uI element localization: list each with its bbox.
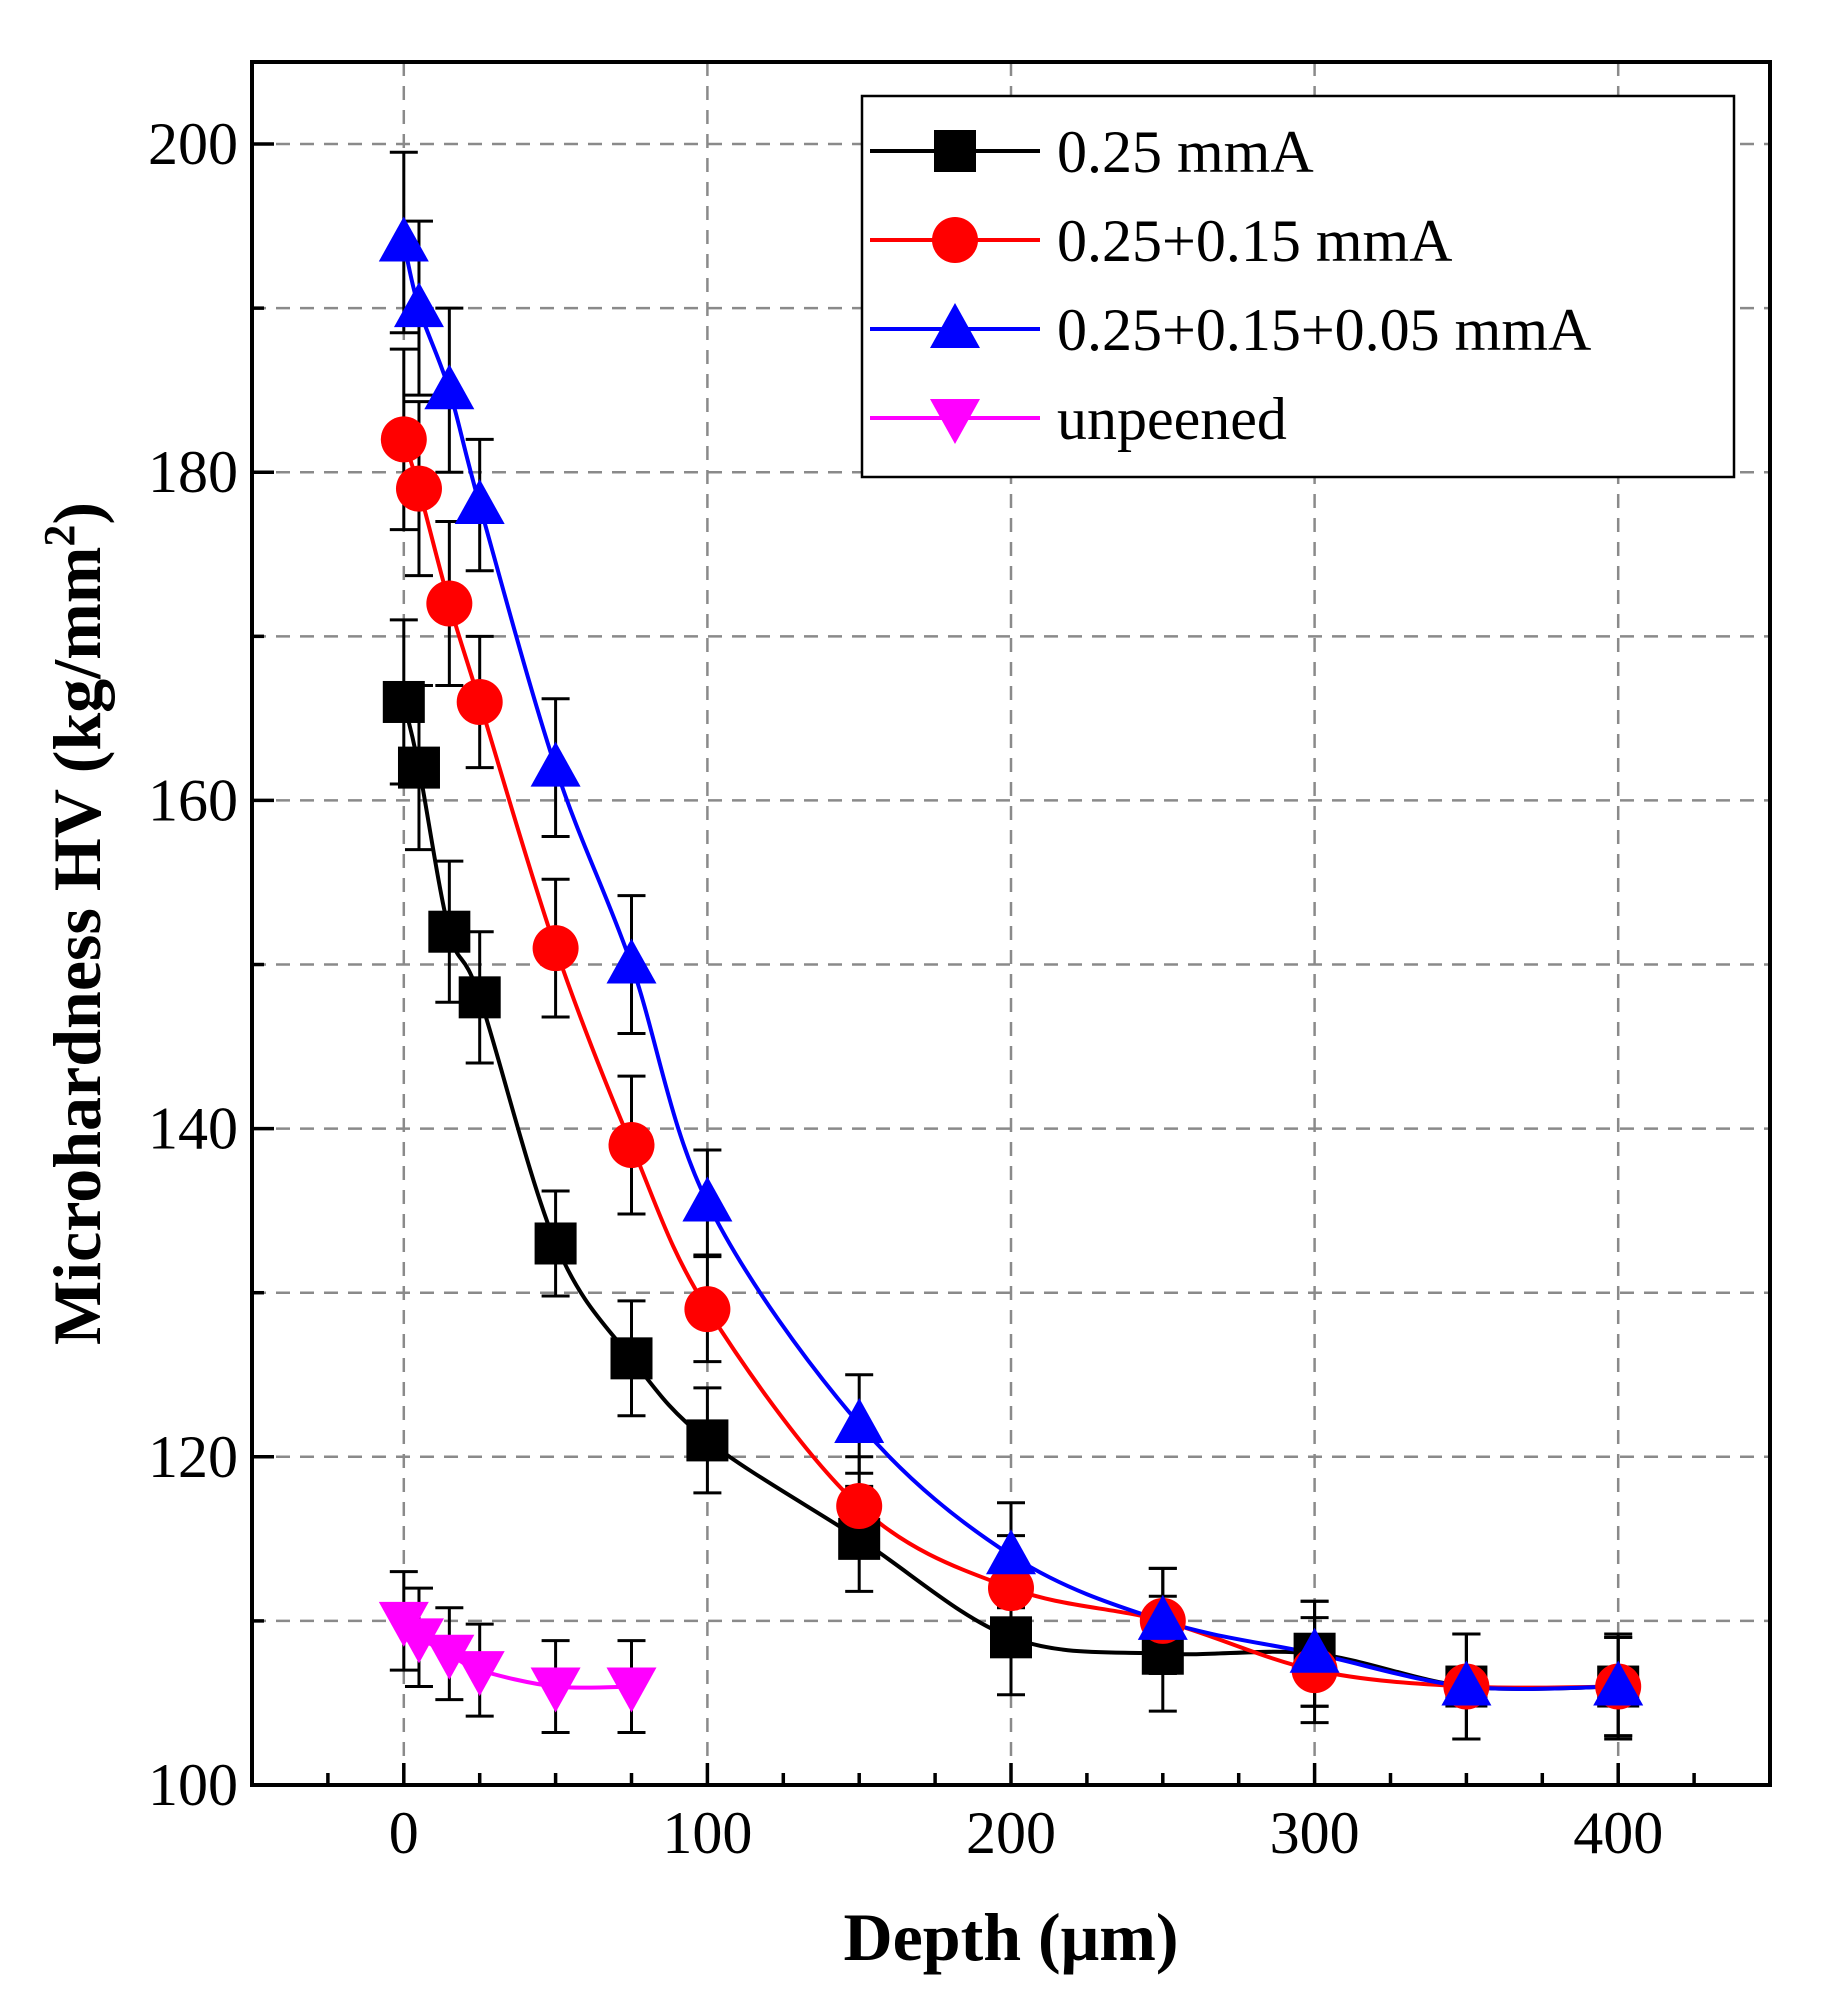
legend-box [860, 94, 1736, 479]
y-axis-title-end: ) [39, 502, 115, 525]
data-point-triangle-up [454, 479, 505, 525]
data-point-triangle-down [530, 1667, 581, 1713]
data-point-triangle-up [1289, 1627, 1340, 1673]
data-point-circle [456, 678, 503, 725]
legend-label: unpeened [1057, 386, 1287, 452]
data-point-triangle-up [1137, 1594, 1188, 1640]
data-point-triangle-up [682, 1176, 733, 1222]
data-point-square [428, 910, 471, 953]
data-point-triangle-up [834, 1397, 885, 1443]
data-point-triangle-up [424, 364, 475, 410]
grid-layer [252, 62, 1770, 1785]
tick-labels: 0 100 200 300 400 100 120 140 160 180 200 [148, 111, 1663, 1866]
data-point-triangle-down [393, 1618, 444, 1664]
x-tick-label: 300 [1270, 1800, 1360, 1866]
y-tick-label: 160 [148, 767, 238, 833]
x-tick-label: 0 [389, 1800, 419, 1866]
data-point-triangle-down [424, 1634, 475, 1680]
x-tick-label: 400 [1573, 1800, 1663, 1866]
data-point-triangle-up [986, 1529, 1036, 1575]
data-point-circle [395, 465, 442, 512]
data-point-square [382, 680, 425, 723]
data-point-triangle-down [454, 1651, 505, 1697]
y-tick-label: 140 [148, 1096, 238, 1162]
y-tick-label: 120 [148, 1424, 238, 1490]
y-axis-title-superscript: 2 [35, 525, 84, 547]
y-tick-label: 100 [148, 1752, 238, 1818]
data-point-circle [532, 925, 579, 972]
data-point-square [534, 1222, 577, 1265]
data-point-circle [608, 1122, 655, 1169]
data-point-triangle-up [378, 216, 429, 262]
x-tick-label: 200 [966, 1800, 1056, 1866]
legend-marker-square [934, 130, 976, 172]
data-point-triangle-up [530, 741, 581, 787]
legend-label: 0.25+0.15+0.05 mmA [1057, 297, 1591, 363]
data-point-square [458, 976, 501, 1019]
data-point-triangle-up [1441, 1660, 1492, 1706]
legend-label: 0.25 mmA [1057, 119, 1314, 185]
legend-marker-circle [932, 217, 978, 263]
data-point-triangle-up [393, 282, 444, 328]
data-point-triangle-up [1593, 1660, 1644, 1706]
x-tick-label: 100 [662, 1800, 752, 1866]
legend: 0.25 mmA 0.25+0.15 mmA 0.25+0.15+0.05 mmA u… [860, 94, 1736, 479]
y-tick-label: 180 [148, 439, 238, 505]
legend-label: 0.25+0.15 mmA [1057, 208, 1453, 274]
data-point-square [990, 1616, 1032, 1659]
data-point-circle [836, 1483, 883, 1530]
y-axis-title: Microhardness HV (kg/mm2) [35, 502, 115, 1345]
legend-marker-triangle-down [930, 399, 980, 444]
data-point-triangle-down [606, 1667, 657, 1713]
data-point-circle [988, 1565, 1034, 1612]
data-point-square [610, 1337, 653, 1380]
legend-marker-triangle-up [930, 303, 980, 348]
axis-ticks [252, 142, 1696, 1787]
data-point-triangle-up [606, 938, 657, 984]
data-point-circle [380, 416, 427, 463]
y-tick-label: 200 [148, 111, 238, 177]
data-point-circle [684, 1286, 731, 1333]
x-axis-title: Depth (μm) [843, 1899, 1178, 1975]
data-point-square [686, 1419, 729, 1462]
data-point-circle [426, 580, 473, 627]
data-markers [378, 216, 1644, 1713]
y-axis-title-main: Microhardness HV (kg/mm [39, 547, 115, 1345]
data-point-square [397, 746, 440, 789]
